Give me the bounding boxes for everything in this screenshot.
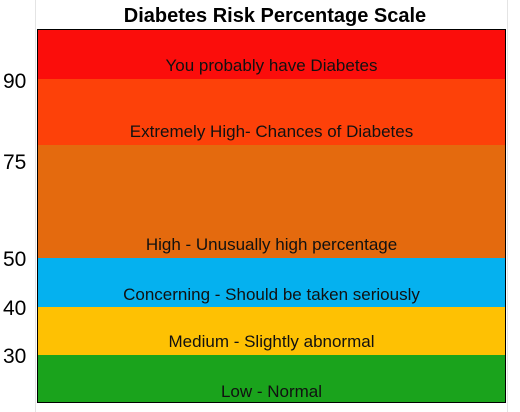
band-medium: Medium - Slightly abnormal — [38, 307, 505, 355]
band-extremely-high: Extremely High- Chances of Diabetes — [38, 79, 505, 145]
sheet-gridline — [35, 0, 36, 412]
tick-label-90: 90 — [3, 70, 27, 93]
chart-title: Diabetes Risk Percentage Scale — [123, 5, 427, 27]
band-label-extremely-high: Extremely High- Chances of Diabetes — [129, 122, 414, 141]
sheet-gridline — [507, 0, 508, 412]
band-low: Low - Normal — [38, 355, 505, 402]
risk-scale: You probably have Diabetes Extremely Hig… — [37, 29, 506, 403]
tick-label-30: 30 — [3, 345, 27, 368]
tick-label-75: 75 — [3, 151, 27, 174]
band-diabetes: You probably have Diabetes — [38, 30, 505, 79]
band-label-low: Low - Normal — [220, 382, 323, 401]
tick-label-50: 50 — [3, 248, 27, 271]
tick-label-40: 40 — [3, 297, 27, 320]
band-label-high: High - Unusually high percentage — [145, 235, 398, 254]
band-high: High - Unusually high percentage — [38, 145, 505, 258]
band-label-concerning: Concerning - Should be taken seriously — [123, 285, 420, 304]
band-label-medium: Medium - Slightly abnormal — [168, 332, 375, 351]
band-label-diabetes: You probably have Diabetes — [165, 56, 378, 75]
band-concerning: Concerning - Should be taken seriously — [38, 258, 505, 307]
